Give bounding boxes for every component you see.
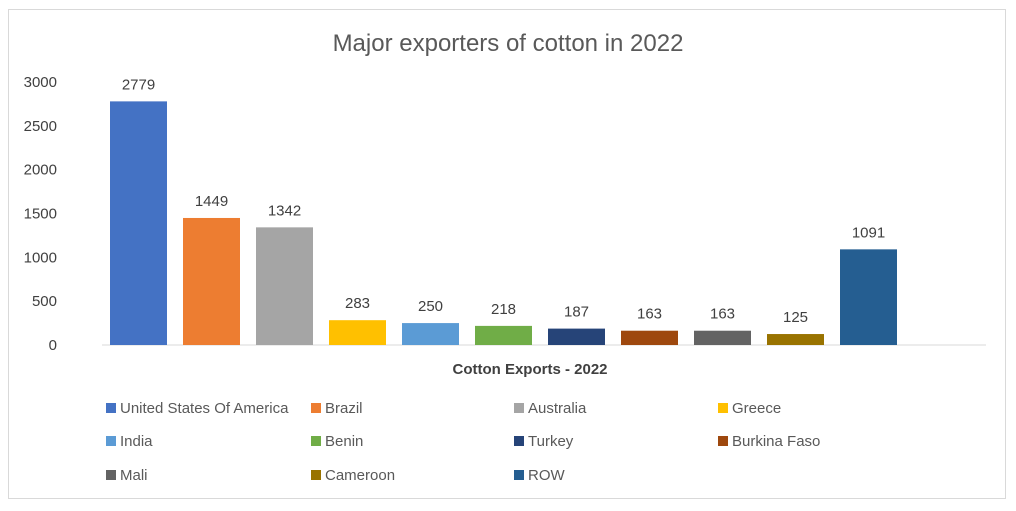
legend-swatch (106, 470, 116, 480)
y-tick-label: 1000 (24, 249, 57, 266)
bar-australia (256, 227, 313, 345)
bar-row (840, 249, 897, 345)
chart-title: Major exporters of cotton in 2022 (333, 30, 684, 57)
data-label: 1449 (195, 193, 228, 210)
legend-label: Greece (732, 400, 781, 417)
data-labels: 2779 1449 1342 283 250 218 187 163 163 125 1091 (122, 76, 885, 326)
legend-item: ROW (514, 467, 566, 484)
legend-label: Benin (325, 433, 363, 450)
chart-frame (8, 9, 1006, 499)
legend-swatch (514, 470, 524, 480)
legend-item: Brazil (311, 400, 363, 417)
y-tick-label: 2500 (24, 118, 57, 135)
legend-item: Australia (514, 400, 587, 417)
legend-item: Greece (718, 400, 781, 417)
legend-item: Mali (106, 467, 148, 484)
bar-brazil (183, 217, 240, 345)
bars (110, 101, 897, 346)
legend-swatch (514, 436, 524, 446)
bar-turkey (548, 328, 605, 345)
legend-label: Cameroon (325, 467, 395, 484)
legend-item: Burkina Faso (718, 433, 820, 450)
y-axis: 0 500 1000 1500 2000 2500 3000 (24, 74, 57, 354)
legend-label: Brazil (325, 400, 363, 417)
data-label: 1091 (852, 224, 885, 241)
legend-swatch (718, 403, 728, 413)
y-tick-label: 500 (32, 293, 57, 310)
legend: United States Of America Brazil Australia G… (106, 400, 820, 484)
bar-mali (694, 330, 751, 345)
legend-label: ROW (528, 467, 566, 484)
legend-label: Turkey (528, 433, 574, 450)
data-label: 187 (564, 304, 589, 321)
y-tick-label: 0 (49, 337, 57, 354)
legend-label: India (120, 433, 153, 450)
data-label: 125 (783, 309, 808, 326)
bar-united-states-of-america (110, 101, 167, 346)
legend-label: Mali (120, 467, 148, 484)
data-label: 250 (418, 298, 443, 315)
y-tick-label: 2000 (24, 162, 57, 179)
bar-burkina-faso (621, 330, 678, 345)
legend-item: Cameroon (311, 467, 395, 484)
legend-swatch (106, 403, 116, 413)
legend-item: Benin (311, 433, 363, 450)
legend-label: United States Of America (120, 400, 289, 417)
bar-cameroon (767, 334, 824, 345)
bar-greece (329, 320, 386, 345)
y-tick-label: 1500 (24, 206, 57, 223)
legend-swatch (106, 436, 116, 446)
bar-india (402, 323, 459, 345)
legend-item: United States Of America (106, 400, 289, 417)
data-label: 163 (637, 306, 662, 323)
data-label: 283 (345, 295, 370, 312)
legend-swatch (311, 403, 321, 413)
y-tick-label: 3000 (24, 74, 57, 91)
legend-label: Burkina Faso (732, 433, 820, 450)
data-label: 1342 (268, 202, 301, 219)
legend-item: India (106, 433, 153, 450)
legend-swatch (514, 403, 524, 413)
bar-benin (475, 325, 532, 345)
legend-item: Turkey (514, 433, 574, 450)
legend-label: Australia (528, 400, 587, 417)
x-axis-title: Cotton Exports - 2022 (452, 361, 607, 378)
legend-swatch (311, 436, 321, 446)
legend-swatch (718, 436, 728, 446)
data-label: 218 (491, 301, 516, 318)
legend-swatch (311, 470, 321, 480)
data-label: 2779 (122, 76, 155, 93)
data-label: 163 (710, 306, 735, 323)
